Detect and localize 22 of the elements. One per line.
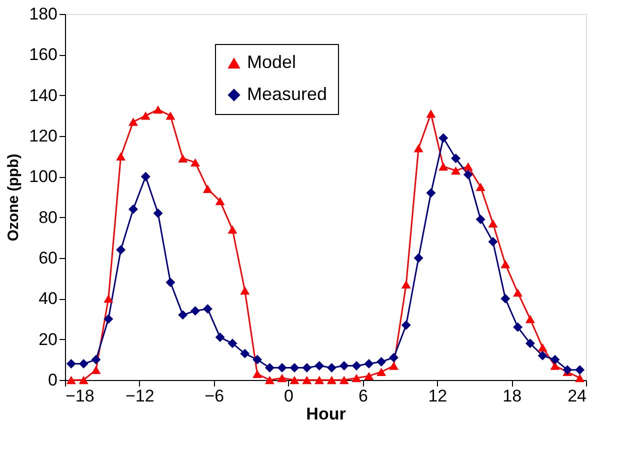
y-tick-label: 40	[38, 289, 58, 308]
y-tick-label: 100	[29, 167, 58, 186]
x-tick-label: 18	[502, 386, 522, 406]
y-tick-label: 120	[29, 126, 58, 146]
y-axis-title: Ozone (ppb)	[5, 154, 22, 242]
x-tick-label: 12	[428, 386, 448, 406]
y-tick-label: 80	[38, 208, 58, 227]
legend-label: Measured	[247, 84, 328, 104]
x-tick-label: −18	[66, 386, 94, 406]
legend-label: Model	[247, 52, 296, 72]
y-tick-label: 60	[38, 248, 58, 268]
y-tick-label: 20	[38, 330, 58, 349]
y-tick-label: 160	[29, 45, 58, 64]
x-tick-label: −12	[126, 386, 154, 406]
x-tick-label: −6	[204, 386, 224, 406]
x-axis-title: Hour	[306, 404, 346, 424]
y-tick-label: 180	[29, 4, 58, 24]
x-tick-label: 0	[284, 386, 294, 406]
x-tick-label: 6	[358, 386, 368, 406]
x-tick-label: 24	[568, 386, 586, 406]
y-tick-label: 0	[48, 370, 58, 390]
y-tick-label: 140	[29, 86, 58, 105]
